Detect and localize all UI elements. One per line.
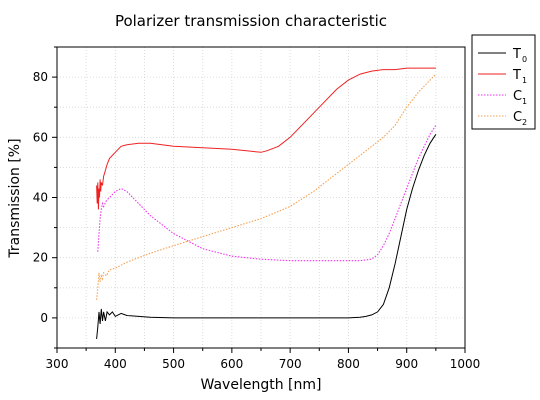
x-axis-title: Wavelength [nm] [201, 377, 322, 393]
axes: 300 400 500 600 700 800 900 1000 0 20 40 60 80 [33, 46, 481, 371]
x-tick-label: 800 [337, 357, 360, 371]
plot-area [96, 67, 437, 340]
x-tick-label: 500 [162, 357, 185, 371]
x-tick-label: 300 [46, 357, 69, 371]
legend-box [471, 34, 536, 130]
y-tick-label: 80 [33, 70, 48, 84]
x-tick-label: 900 [395, 357, 418, 371]
y-tick-label: 0 [40, 311, 48, 325]
x-tick-label: 400 [104, 357, 127, 371]
x-tick-label: 700 [279, 357, 302, 371]
y-tick-label: 60 [33, 130, 48, 144]
legend-label: C [513, 89, 522, 104]
series-line-c2 [96, 73, 437, 300]
series-line-t1 [96, 67, 436, 210]
y-axis-title: Transmission [%] [7, 138, 23, 258]
legend-label-subscript: 2 [522, 118, 527, 127]
series-line-c1 [97, 124, 437, 262]
legend-label: T [512, 47, 521, 62]
chart-title: Polarizer transmission characteristic [115, 12, 387, 30]
legend: T 0T 1C 1C 2 [471, 34, 536, 130]
x-tick-label: 1000 [450, 357, 481, 371]
legend-label-subscript: 0 [522, 55, 527, 64]
legend-label-subscript: 1 [522, 76, 527, 85]
legend-label: C [513, 110, 522, 125]
legend-label-subscript: 1 [522, 97, 527, 106]
series-line-t0 [96, 134, 437, 340]
y-tick-label: 40 [33, 191, 48, 205]
y-tick-label: 20 [33, 251, 48, 265]
x-tick-label: 600 [220, 357, 243, 371]
legend-label: T [512, 68, 521, 83]
